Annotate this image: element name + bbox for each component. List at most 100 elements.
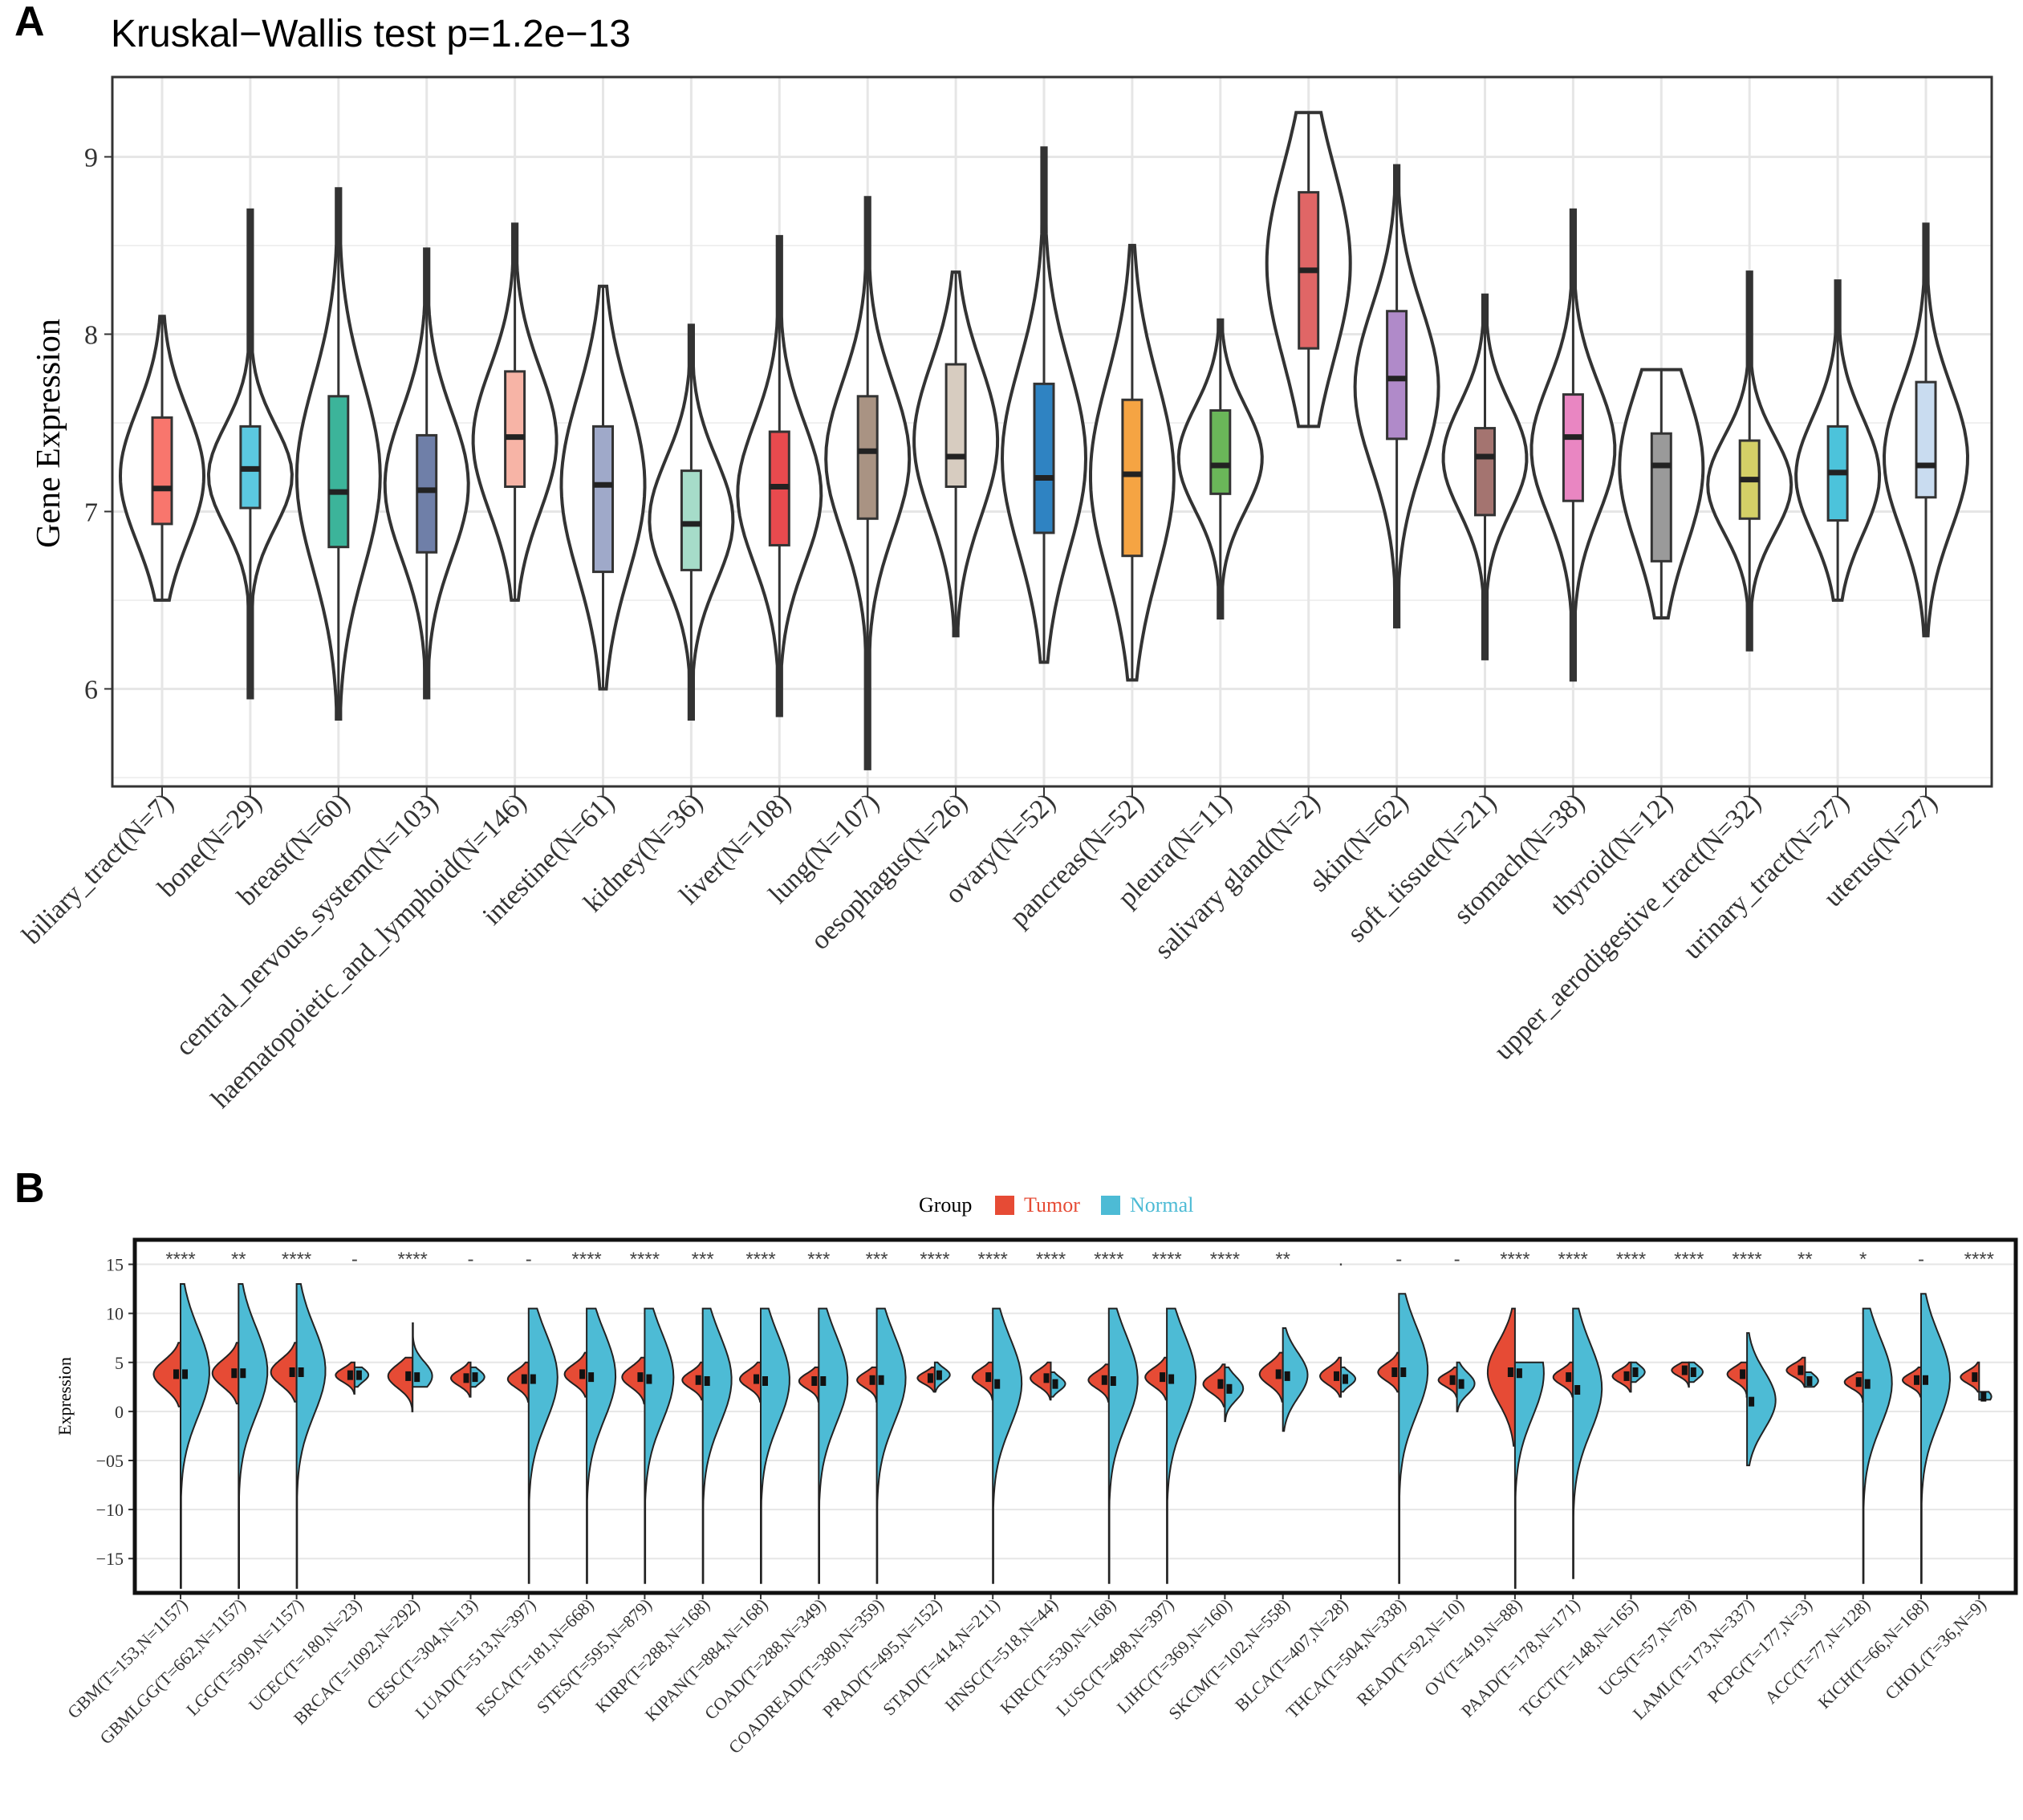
y-tick-label: 7: [84, 498, 98, 527]
normal-median-11: [820, 1376, 827, 1386]
significance-label-1: **: [231, 1249, 246, 1270]
tumor-violin-19: [1258, 1351, 1284, 1403]
tumor-median-5: [463, 1373, 469, 1383]
tumor-median-3: [347, 1370, 353, 1380]
x-tick-label: biliary_tract(N=7): [17, 787, 180, 950]
box-6: [680, 469, 702, 571]
normal-median-28: [1806, 1376, 1813, 1386]
y-tick-label: −15: [96, 1549, 124, 1569]
tumor-violin-7: [563, 1351, 588, 1398]
box-10: [1033, 382, 1055, 534]
legend-swatch-normal: [1101, 1196, 1120, 1215]
normal-violin-22: [1456, 1361, 1476, 1412]
normal-median-8: [646, 1374, 652, 1384]
normal-median-4: [414, 1372, 420, 1383]
normal-violin-24: [1572, 1307, 1603, 1579]
tumor-median-29: [1855, 1377, 1862, 1387]
box-20: [1915, 380, 1937, 499]
normal-violin-18: [1224, 1366, 1245, 1423]
normal-median-22: [1458, 1379, 1464, 1389]
normal-median-0: [182, 1369, 188, 1379]
tumor-median-19: [1275, 1369, 1282, 1379]
significance-label-29: *: [1859, 1249, 1867, 1270]
tumor-violin-1: [211, 1342, 240, 1405]
normal-violin-14: [992, 1307, 1023, 1584]
tumor-median-9: [695, 1375, 701, 1385]
x-tick-label: ACC(T=77,N=128): [1761, 1595, 1874, 1708]
legend-label-normal: Normal: [1130, 1193, 1193, 1217]
x-tick-label: salivary gland(N=2): [1149, 787, 1326, 965]
chart-b-ylabel: Expression: [55, 1357, 75, 1436]
chart-b-plot-area: 151050−05−10−15****GBM(T=153,N=1157)**GB…: [63, 1237, 2018, 1757]
tumor-median-31: [1972, 1372, 1978, 1383]
x-tick-label: oesophagus(N=26): [805, 787, 973, 955]
normal-violin-27: [1746, 1332, 1777, 1467]
tumor-violin-10: [738, 1361, 762, 1403]
normal-median-12: [878, 1375, 884, 1385]
normal-violin-19: [1282, 1327, 1309, 1432]
tumor-median-21: [1391, 1367, 1398, 1377]
tumor-violin-9: [681, 1361, 704, 1401]
significance-label-11: ***: [807, 1249, 830, 1270]
normal-median-27: [1749, 1396, 1755, 1407]
box-9: [944, 363, 967, 489]
normal-median-14: [994, 1379, 1001, 1389]
normal-median-13: [936, 1370, 942, 1380]
normal-violin-13: [933, 1361, 951, 1393]
normal-median-31: [1980, 1391, 1987, 1402]
normal-median-16: [1110, 1376, 1116, 1386]
significance-label-17: ****: [1152, 1249, 1181, 1270]
x-tick-label: CHOL(T=36,N=9): [1881, 1595, 1990, 1704]
chart-a-ylabel: Gene Expression: [30, 319, 67, 548]
tumor-violin-24: [1552, 1361, 1574, 1398]
tumor-median-11: [811, 1376, 818, 1386]
x-tick-label: urinary_tract(N=27): [1677, 787, 1854, 965]
tumor-median-26: [1681, 1365, 1688, 1375]
normal-violin-1: [238, 1283, 269, 1589]
tumor-violin-28: [1785, 1356, 1806, 1388]
panel-b-label: B: [14, 1165, 45, 1212]
tumor-median-24: [1566, 1372, 1572, 1383]
y-tick-label: 8: [84, 320, 98, 350]
tumor-median-22: [1449, 1375, 1456, 1385]
tumor-violin-17: [1144, 1356, 1168, 1401]
tumor-violin-0: [152, 1342, 181, 1408]
significance-label-27: ****: [1732, 1249, 1761, 1270]
tumor-violin-2: [270, 1342, 298, 1403]
tumor-median-4: [405, 1371, 412, 1381]
tumor-violin-21: [1377, 1351, 1400, 1393]
legend-title: Group: [919, 1193, 972, 1217]
y-tick-label: 9: [84, 143, 98, 173]
box-11: [1121, 398, 1144, 558]
significance-label-8: ****: [630, 1249, 660, 1270]
x-tick-label: READ(T=92,N=10): [1352, 1595, 1468, 1710]
normal-median-19: [1284, 1371, 1290, 1381]
normal-violin-23: [1513, 1361, 1545, 1589]
x-tick-label: UCEC(T=180,N=23): [245, 1595, 366, 1716]
tumor-median-20: [1334, 1371, 1339, 1381]
tumor-violin-23: [1486, 1307, 1516, 1447]
tumor-median-27: [1740, 1369, 1746, 1379]
normal-median-2: [298, 1367, 304, 1377]
tumor-median-15: [1043, 1373, 1050, 1383]
box-2: [327, 395, 350, 549]
significance-label-30: -: [1918, 1249, 1924, 1270]
y-tick-label: 15: [106, 1255, 124, 1275]
normal-violin-29: [1862, 1307, 1893, 1584]
panel-a-label: A: [14, 0, 45, 45]
normal-median-23: [1516, 1368, 1522, 1379]
x-tick-label: UCS(T=57,N=78): [1594, 1595, 1700, 1700]
x-tick-label: CESC(T=304,N=13): [363, 1595, 481, 1713]
normal-median-5: [472, 1372, 478, 1383]
box-17: [1650, 432, 1672, 563]
significance-label-13: ****: [920, 1249, 949, 1270]
y-tick-label: 10: [106, 1304, 124, 1324]
tumor-median-0: [173, 1369, 179, 1379]
normal-violin-4: [412, 1322, 433, 1388]
tumor-violin-6: [506, 1361, 530, 1403]
tumor-median-17: [1160, 1372, 1166, 1383]
normal-median-10: [762, 1376, 768, 1386]
normal-median-30: [1923, 1375, 1928, 1385]
tumor-median-13: [927, 1373, 933, 1383]
